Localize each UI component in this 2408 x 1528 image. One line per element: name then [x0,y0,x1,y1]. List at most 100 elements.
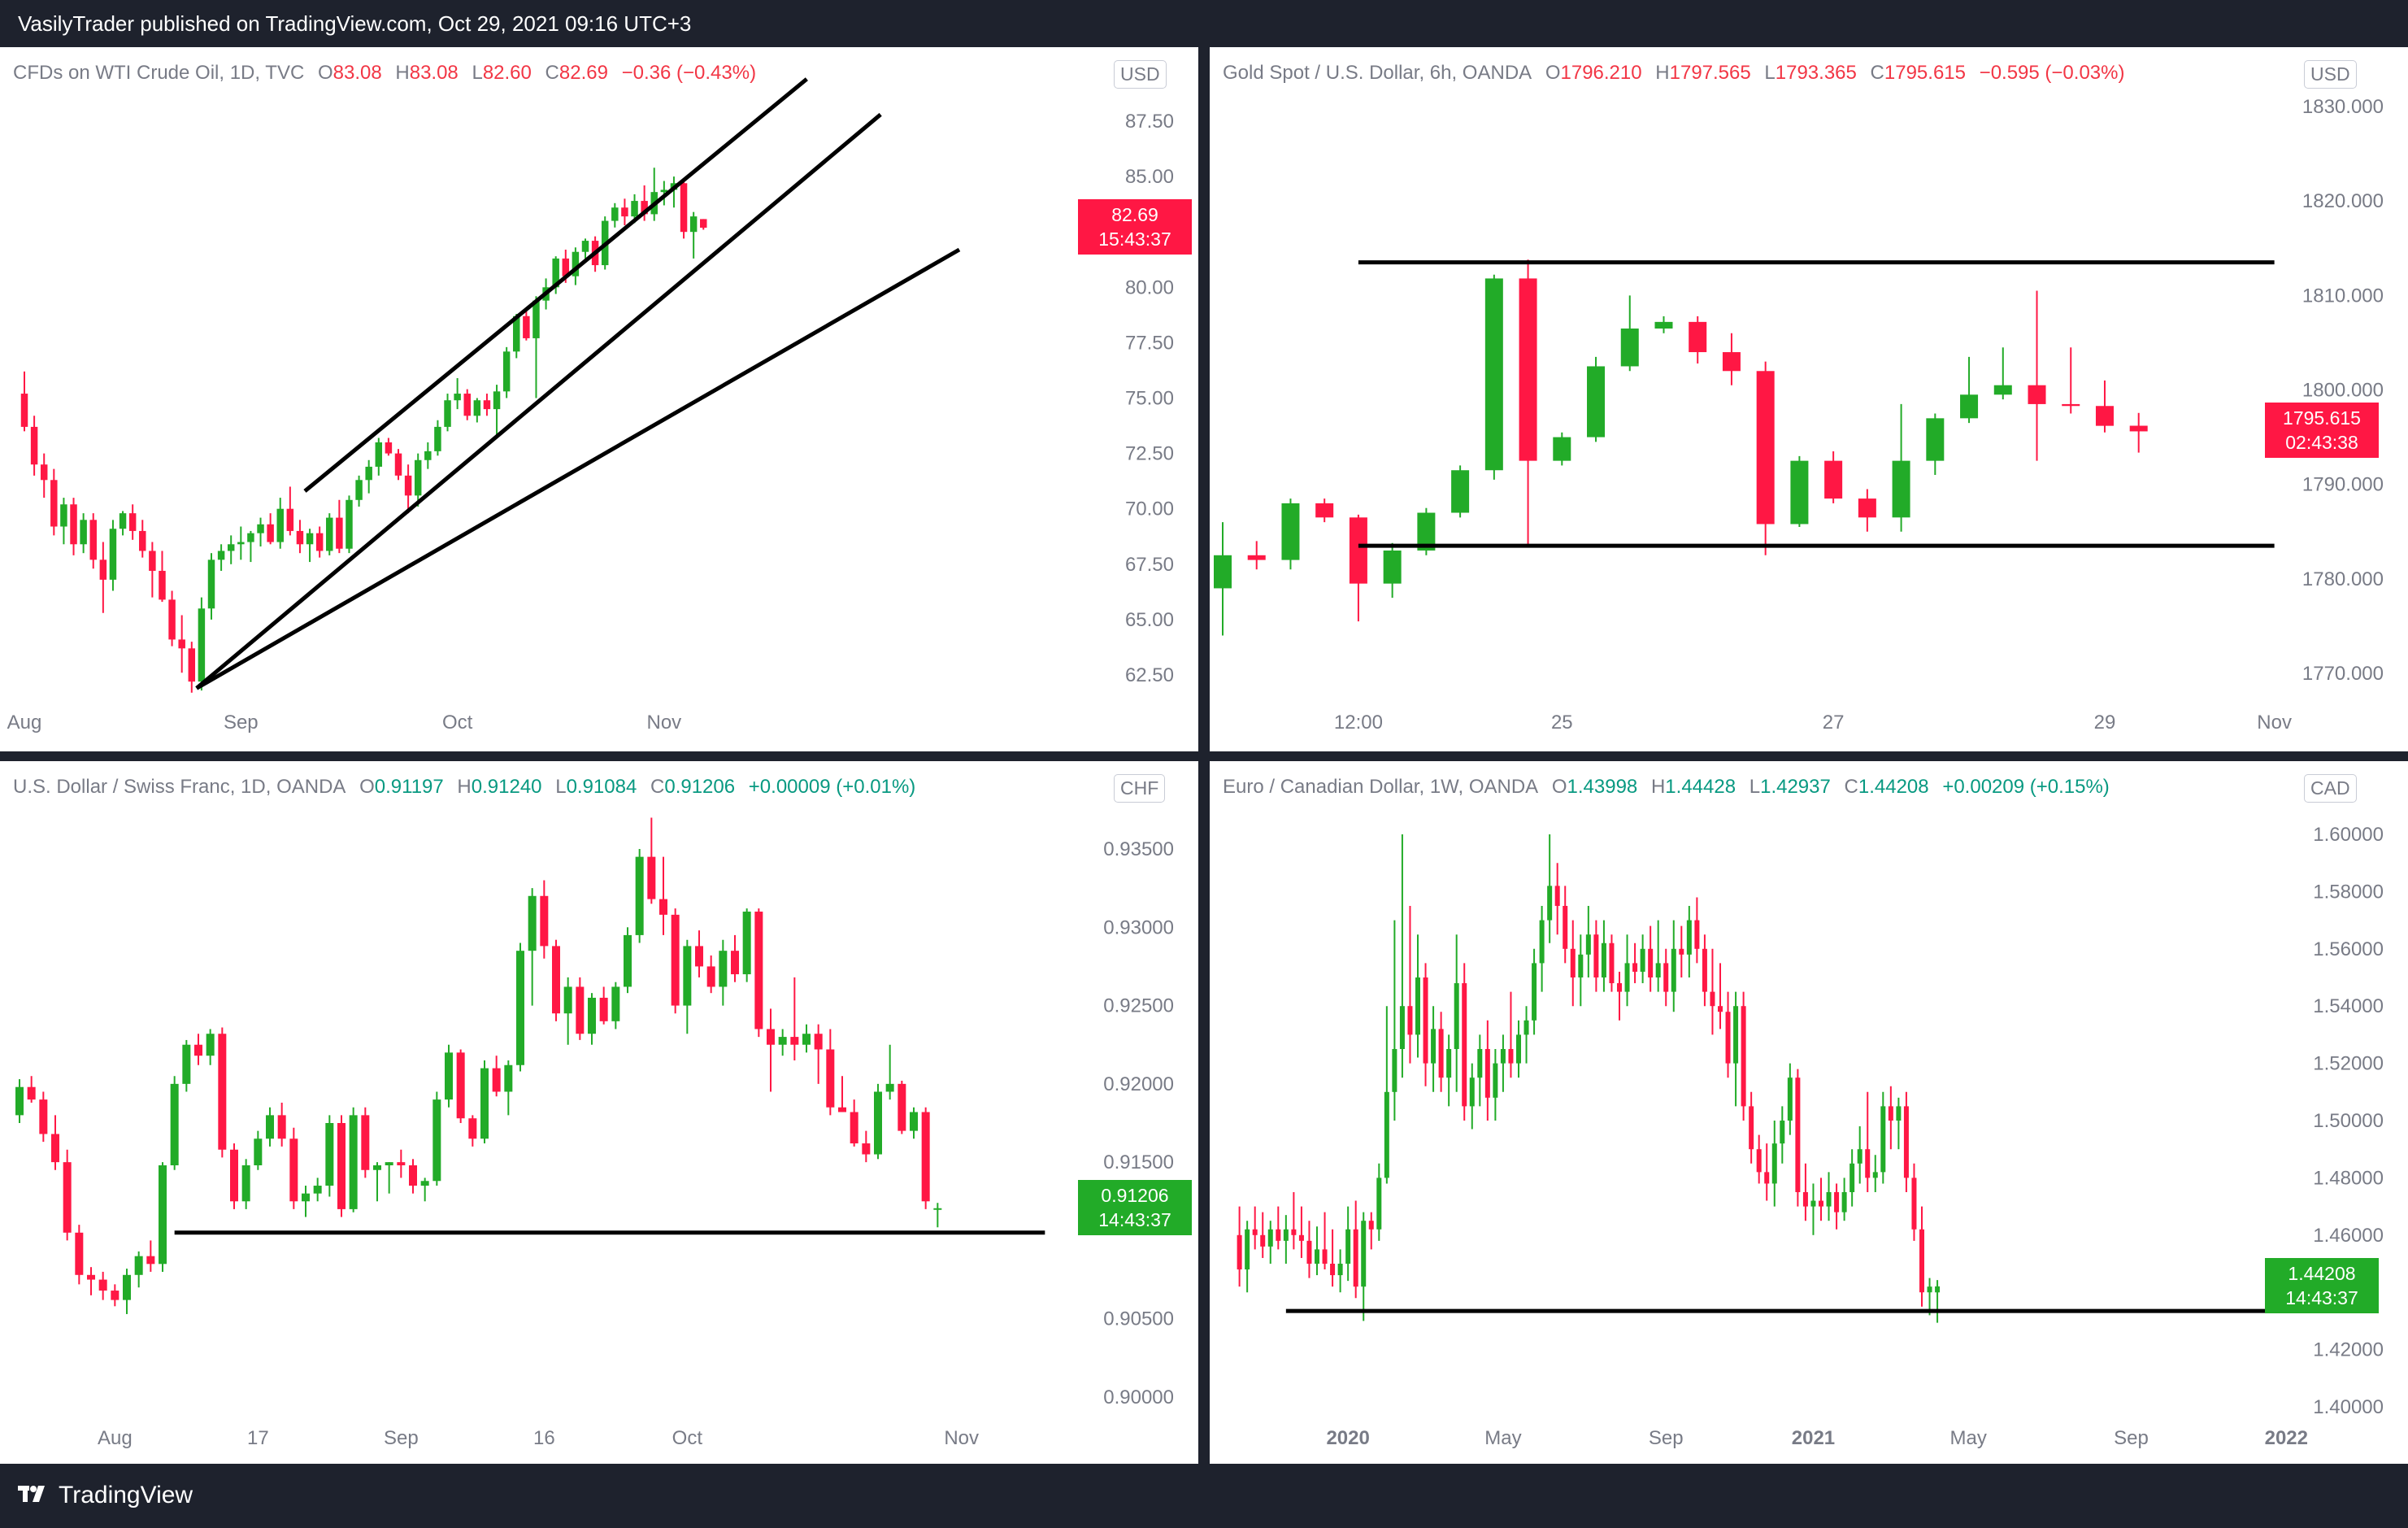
candle-body [1267,1229,1273,1247]
candle-body [576,986,585,1034]
candle-body [1632,963,1638,972]
close-value: 1795.615 [1884,62,1966,84]
chart-panel-gold[interactable]: 1770.000 1780.000 1790.000 1800.000 1810.000… [1210,47,2408,751]
candle-body [70,504,77,545]
candle-body [60,504,67,527]
candle-body [146,1256,155,1265]
candle-body [2028,385,2046,404]
chart-panel-wti[interactable]: 62.50 65.00 67.50 70.00 72.50 75.00 77.50 80.00… [0,47,1198,751]
candle-body [217,551,225,560]
symbol-legend: CFDs on WTI Crude Oil, 1D, TVC O83.08 H8… [13,62,757,84]
currency-button[interactable]: CHF [1114,774,1166,803]
chart-panel-usdchf[interactable]: 0.90000 0.90500 0.91500 0.92000 0.92500 0.930… [0,761,1198,1464]
candle-body [119,513,127,529]
low-value: 82.60 [482,62,532,84]
candle-body [313,1186,322,1194]
candle-body [473,400,481,416]
high-value: 1797.565 [1669,62,1751,84]
change-value: +0.00009 (+0.01%) [748,776,916,798]
candle-body [563,986,572,1014]
symbol-legend: Euro / Canadian Dollar, 1W, OANDA O1.439… [1223,776,2110,798]
candle-body [346,499,353,549]
candle-body [349,1115,358,1209]
candle-body [731,951,739,975]
candle-body [910,1112,918,1131]
candle-body [1679,948,1684,955]
candle-body [1756,371,1775,525]
candle-body [552,258,559,288]
candle-body [1694,920,1700,949]
candle-body [27,1086,36,1100]
candle-body [1640,948,1645,972]
candle-body [1654,321,1673,329]
symbol-title: Gold Spot / U.S. Dollar, 6h, OANDA [1223,62,1532,84]
candle-body [502,351,511,392]
candle-body [296,530,304,545]
candle-body [302,1193,310,1202]
candle-body [1686,920,1692,955]
candle-body [1764,1172,1770,1184]
candle-body [414,459,422,496]
candle-body [659,899,667,915]
candle-body [325,1123,334,1186]
bar-countdown: 14:43:37 [2285,1286,2358,1308]
wti-chart-canvas[interactable]: 62.50 65.00 67.50 70.00 72.50 75.00 77.50 80.00… [0,47,1198,751]
bar-countdown: 02:43:38 [2285,432,2358,454]
candle-body [621,207,628,217]
candle-body [1710,991,1715,1007]
candle-body [1245,1229,1250,1270]
y-tick-label: 1.52000 [2313,1053,2384,1075]
candle-body [635,856,644,935]
chart-panel-eurcad[interactable]: 1.40000 1.42000 1.46000 1.48000 1.50000 1.520… [1210,761,2408,1464]
candle-body [1315,1249,1319,1264]
currency-button[interactable]: USD [1114,60,1167,89]
candle-body [1337,1264,1343,1276]
y-tick-label: 1830.000 [2302,96,2384,118]
tradingview-logo[interactable]: TradingView [18,1482,193,1510]
y-tick-label: 0.90000 [1103,1387,1174,1408]
y-tick-label: 1790.000 [2302,474,2384,496]
currency-button[interactable]: USD [2304,60,2357,89]
eurcad-chart-canvas[interactable]: 1.40000 1.42000 1.46000 1.48000 1.50000 1.520… [1210,761,2408,1464]
x-tick-label: Nov [944,1427,979,1449]
published-caption: VasilyTrader published on TradingView.co… [18,11,692,36]
candle-body [599,997,608,1021]
y-tick-label: 0.90500 [1103,1308,1174,1330]
candle-body [921,1112,930,1202]
y-tick-label: 1.50000 [2313,1110,2384,1132]
x-tick-label: May [1950,1427,1987,1449]
candle-body [1655,963,1661,977]
gold-chart-canvas[interactable]: 1770.000 1780.000 1790.000 1800.000 1810.000… [1210,47,2408,751]
candle-body [1587,366,1606,438]
candle-body [1553,437,1571,461]
candle-body [1787,1077,1793,1121]
candle-body [1578,954,1584,977]
candle-body [1819,1200,1823,1207]
candle-body [611,986,620,1021]
usdchf-chart-canvas[interactable]: 0.90000 0.90500 0.91500 0.92000 0.92500 0.930… [0,761,1198,1464]
change-value: −0.36 (−0.43%) [621,62,757,84]
y-tick-label: 0.93500 [1103,838,1174,860]
candle-body [1824,460,1843,499]
candle-body [1392,1049,1397,1092]
bar-countdown: 14:43:37 [1098,1208,1171,1230]
candle-body [1260,1234,1266,1247]
candle-body [1780,1121,1785,1144]
candle-body [1903,1106,1909,1178]
y-tick-label: 1.60000 [2313,824,2384,846]
candle-body [588,997,596,1034]
candle-body [1298,1234,1304,1241]
currency-button[interactable]: CAD [2304,774,2357,803]
x-tick-label: Sep [1649,1427,1684,1449]
symbol-title: U.S. Dollar / Swiss Franc, 1D, OANDA [13,776,346,798]
candle-body [671,914,680,1006]
candle-body [898,1083,906,1131]
y-tick-label: 1.42000 [2313,1339,2384,1361]
brand-name: TradingView [59,1482,193,1508]
candle-body [1749,1106,1754,1150]
candle-body [1702,948,1707,992]
candle-body [1247,555,1266,560]
candle-body [624,934,632,987]
high-value: 0.91240 [471,776,542,798]
candle-body [1252,1229,1258,1235]
